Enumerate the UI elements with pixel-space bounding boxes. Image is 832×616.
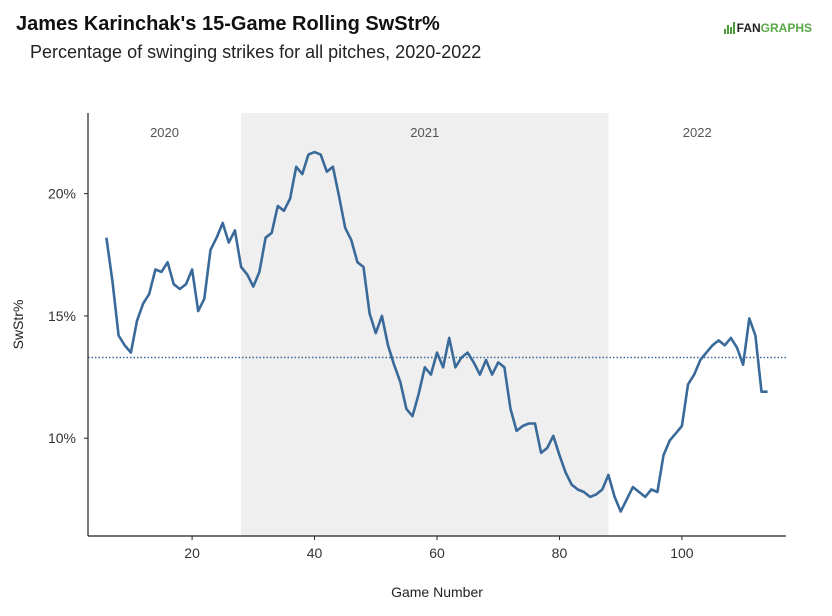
- y-axis-label: SwStr%: [10, 300, 26, 350]
- x-tick-label: 40: [307, 545, 323, 561]
- season-label-2021: 2021: [410, 125, 439, 140]
- x-axis-ticks: 20 40 60 80 100: [184, 536, 694, 561]
- y-tick-label: 15%: [48, 308, 76, 324]
- x-tick-label: 60: [429, 545, 445, 561]
- season-band-2021: [241, 113, 609, 536]
- logo-graphs-text: GRAPHS: [760, 21, 812, 35]
- swstr-series-line: [105, 150, 768, 513]
- season-label-2020: 2020: [150, 125, 179, 140]
- season-bands: [241, 113, 609, 536]
- fangraphs-logo: FAN GRAPHS: [723, 20, 812, 36]
- bar-chart-icon: [723, 22, 735, 34]
- x-tick-label: 100: [670, 545, 694, 561]
- y-tick-label: 20%: [48, 186, 76, 202]
- season-label-2022: 2022: [683, 125, 712, 140]
- y-tick-label: 10%: [48, 430, 76, 446]
- chart-title: James Karinchak's 15-Game Rolling SwStr%: [16, 13, 440, 35]
- x-tick-label: 20: [184, 545, 200, 561]
- season-labels: 2020 2021 2022: [150, 125, 712, 140]
- y-axis-ticks: 10% 15% 20%: [48, 186, 88, 446]
- chart-subtitle: Percentage of swinging strikes for all p…: [30, 42, 482, 62]
- logo-fan-text: FAN: [736, 21, 761, 35]
- x-tick-label: 80: [552, 545, 568, 561]
- x-axis-label: Game Number: [391, 584, 483, 600]
